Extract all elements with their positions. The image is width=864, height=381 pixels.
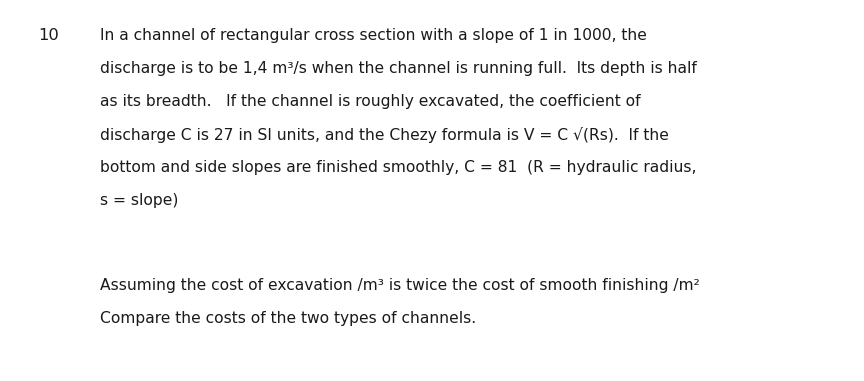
Text: Assuming the cost of excavation /m³ is twice the cost of smooth finishing /m²: Assuming the cost of excavation /m³ is t… — [100, 278, 700, 293]
Text: discharge C is 27 in SI units, and the Chezy formula is V = C √(Rs).  If the: discharge C is 27 in SI units, and the C… — [100, 127, 669, 143]
Text: 10: 10 — [38, 28, 59, 43]
Text: discharge is to be 1,4 m³/s when the channel is running full.  Its depth is half: discharge is to be 1,4 m³/s when the cha… — [100, 61, 697, 76]
Text: s = slope): s = slope) — [100, 193, 178, 208]
Text: In a channel of rectangular cross section with a slope of 1 in 1000, the: In a channel of rectangular cross sectio… — [100, 28, 647, 43]
Text: bottom and side slopes are finished smoothly, C = 81  (R = hydraulic radius,: bottom and side slopes are finished smoo… — [100, 160, 696, 175]
Text: as its breadth.   If the channel is roughly excavated, the coefficient of: as its breadth. If the channel is roughl… — [100, 94, 640, 109]
Text: Compare the costs of the two types of channels.: Compare the costs of the two types of ch… — [100, 311, 476, 326]
